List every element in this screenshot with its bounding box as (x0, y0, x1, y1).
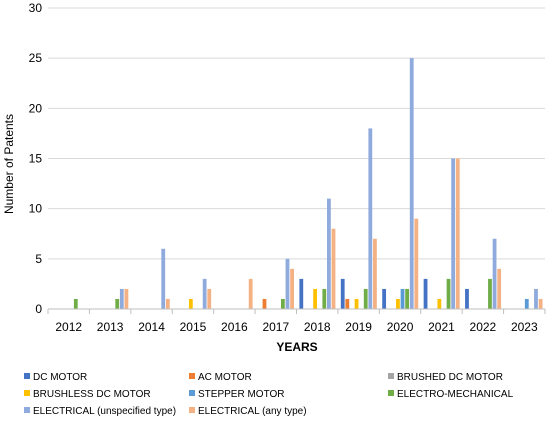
bar-2018-7 (331, 228, 336, 309)
x-tick-label: 2019 (345, 320, 372, 334)
bar-2021-5 (446, 278, 451, 309)
y-tick-label: 30 (29, 1, 43, 15)
bar-2022-6 (492, 238, 497, 309)
gridlines (48, 7, 545, 260)
bar-2023-6 (534, 288, 538, 309)
legend-swatch (24, 390, 30, 396)
bar-2020-0 (382, 288, 387, 309)
bar-2021-7 (455, 158, 460, 309)
x-tick-label: 2012 (55, 320, 82, 334)
x-tick-label: 2016 (221, 320, 248, 334)
y-tick-label: 10 (29, 202, 43, 216)
bar-2020-3 (396, 298, 400, 309)
y-tick-label: 20 (29, 101, 43, 115)
legend-label: DC MOTOR (33, 372, 87, 383)
legend-label: ELECTRICAL (unspecified type) (33, 406, 176, 417)
x-tick-label: 2015 (180, 320, 207, 334)
bar-2022-0 (465, 288, 469, 309)
x-tick-label: 2014 (138, 320, 165, 334)
y-tick-label: 5 (35, 252, 42, 266)
legend-swatch (189, 373, 195, 379)
bar-2013-6 (119, 288, 124, 309)
bar-2020-4 (400, 288, 405, 309)
legend: DC MOTOR AC MOTOR BRUSHED DC MOTOR BRUSHLES… (24, 372, 514, 417)
y-tick-label: 25 (29, 51, 43, 65)
legend-label: ELECTRICAL (any type) (198, 406, 307, 417)
bar-2019-0 (340, 278, 345, 309)
bar-2020-6 (409, 58, 414, 309)
bar-2013-7 (124, 288, 129, 309)
bar-2015-6 (202, 278, 207, 309)
legend-swatch (24, 373, 30, 379)
bar-2022-7 (497, 268, 502, 309)
y-tick-labels: 0 5 10 15 20 25 30 (29, 1, 43, 316)
bar-2021-6 (451, 158, 456, 309)
y-tick-label: 15 (29, 152, 43, 166)
bar-2021-3 (437, 298, 442, 309)
bar-2017-6 (285, 258, 290, 309)
bar-2017-5 (280, 298, 285, 309)
bar-2017-1 (262, 298, 267, 309)
bar-2023-4 (524, 298, 529, 309)
bars (47, 58, 546, 314)
bar-2018-0 (299, 278, 304, 309)
legend-swatch (388, 390, 394, 396)
legend-swatch (189, 407, 195, 413)
bar-2013-5 (115, 298, 120, 309)
x-tick-label: 2013 (97, 320, 124, 334)
bar-2015-3 (188, 298, 193, 309)
bar-2019-6 (368, 128, 373, 309)
bar-2018-3 (313, 288, 317, 309)
legend-swatch (189, 390, 195, 396)
x-tick-label: 2021 (428, 320, 455, 334)
x-axis-title: YEARS (276, 340, 317, 354)
bar-2020-5 (405, 288, 410, 309)
legend-label: BRUSHED DC MOTOR (397, 372, 503, 383)
bar-2023-7 (538, 298, 543, 309)
legend-label: BRUSHLESS DC MOTOR (33, 389, 151, 400)
bar-2019-7 (373, 238, 377, 309)
bar-2014-6 (161, 248, 166, 309)
bar-2020-7 (414, 218, 419, 309)
bar-2014-7 (165, 298, 170, 309)
bar-2019-3 (354, 298, 359, 309)
legend-swatch (388, 373, 394, 379)
bar-2018-6 (326, 198, 331, 309)
x-tick-labels: 2012 2013 2014 2015 2016 2017 2018 2019 2020 2021… (55, 320, 538, 334)
legend-label: ELECTRO-MECHANICAL (397, 389, 514, 400)
x-tick-label: 2018 (304, 320, 331, 334)
bar-2021-0 (423, 278, 428, 309)
x-tick-label: 2022 (470, 320, 497, 334)
x-tick-label: 2023 (511, 320, 538, 334)
bar-2022-5 (488, 278, 492, 309)
bar-2018-5 (322, 288, 327, 309)
y-axis-title: Number of Patents (2, 114, 16, 214)
legend-swatch (24, 407, 30, 413)
bar-2015-7 (207, 288, 212, 309)
bar-2017-7 (290, 268, 294, 309)
y-tick-label: 0 (35, 302, 42, 316)
legend-label: STEPPER MOTOR (198, 389, 285, 400)
bar-2012-5 (73, 298, 78, 309)
legend-label: AC MOTOR (198, 372, 252, 383)
bar-2019-5 (363, 288, 368, 309)
x-tick-label: 2020 (387, 320, 414, 334)
bar-2019-1 (345, 298, 350, 309)
x-tick-label: 2017 (262, 320, 289, 334)
bar-2016-7 (248, 278, 253, 309)
